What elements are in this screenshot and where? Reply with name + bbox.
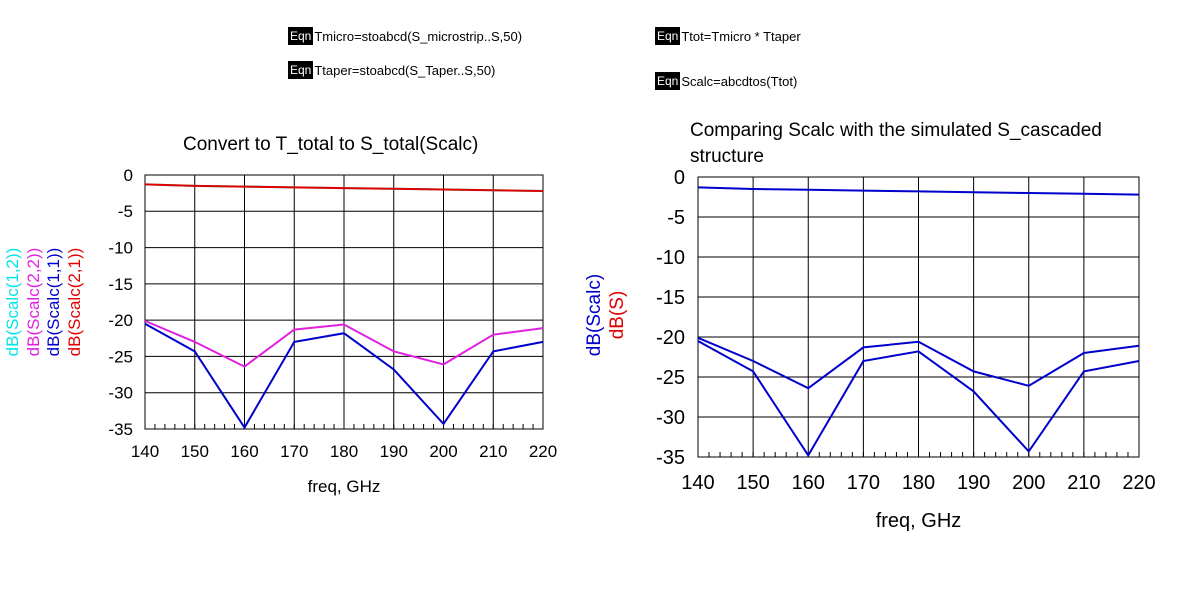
- plot-frame: [144, 174, 544, 430]
- equation-text: Scalc=abcdtos(Ttot): [681, 73, 798, 89]
- x-tick-label: 200: [1012, 472, 1045, 494]
- y-axis-label: dB(Scalc(1,1)): [44, 248, 63, 357]
- y-tick-label: -35: [108, 420, 133, 439]
- x-tick-label: 170: [847, 472, 880, 494]
- x-tick-label: 170: [280, 442, 308, 461]
- x-tick-label: 200: [429, 442, 457, 461]
- y-tick-label: -15: [656, 287, 685, 309]
- y-axis-label: dB(Scalc): [584, 274, 605, 356]
- x-tick-label: 160: [230, 442, 258, 461]
- y-tick-label: -10: [108, 239, 133, 258]
- series-line-1: [697, 340, 1140, 458]
- eqn-tag: Eqn: [288, 61, 314, 79]
- series-line-0: [697, 186, 1140, 196]
- equation-ttot: Eqn Ttot=Tmicro * Ttaper: [655, 27, 801, 45]
- x-tick-label: 180: [902, 472, 935, 494]
- y-tick-label: -15: [108, 275, 133, 294]
- y-tick-label: 0: [124, 166, 133, 185]
- x-tick-label: 210: [1067, 472, 1100, 494]
- y-tick-label: -35: [656, 447, 685, 469]
- equation-text: Tmicro=stoabcd(S_microstrip..S,50): [314, 28, 523, 44]
- x-axis-label: freq, GHz: [308, 477, 381, 496]
- eqn-tag: Eqn: [655, 72, 681, 90]
- chart-title-right: Comparing Scalc with the simulated S_cas…: [690, 120, 1102, 167]
- x-tick-label: 190: [380, 442, 408, 461]
- y-tick-label: -20: [656, 327, 685, 349]
- x-tick-label: 180: [330, 442, 358, 461]
- y-axis-label: dB(Scalc(1,2)): [3, 248, 22, 357]
- chart-title-left: Convert to T_total to S_total(Scalc): [183, 134, 479, 155]
- y-tick-label: -25: [656, 367, 685, 389]
- y-tick-label: -30: [108, 384, 133, 403]
- plot-frame: [697, 176, 1140, 458]
- series-line-2: [144, 322, 544, 430]
- x-tick-label: 140: [681, 472, 714, 494]
- y-tick-label: -5: [118, 202, 133, 221]
- equation-text: Ttaper=stoabcd(S_Taper..S,50): [314, 62, 496, 78]
- x-tick-label: 210: [479, 442, 507, 461]
- x-tick-label: 220: [529, 442, 557, 461]
- y-axis-label: dB(Scalc(2,2)): [24, 248, 43, 357]
- equation-text: Ttot=Tmicro * Ttaper: [681, 28, 801, 44]
- x-tick-label: 150: [736, 472, 769, 494]
- eqn-tag: Eqn: [288, 27, 314, 45]
- equation-scalc: Eqn Scalc=abcdtos(Ttot): [655, 72, 797, 90]
- y-tick-label: -30: [656, 407, 685, 429]
- equation-ttaper: Eqn Ttaper=stoabcd(S_Taper..S,50): [288, 61, 495, 79]
- y-tick-label: 0: [674, 167, 685, 189]
- y-tick-label: -10: [656, 247, 685, 269]
- series-line-2: [697, 336, 1140, 390]
- y-tick-label: -20: [108, 311, 133, 330]
- y-tick-label: -25: [108, 347, 133, 366]
- y-axis-label: dB(S): [607, 291, 628, 340]
- x-axis-label: freq, GHz: [876, 510, 962, 532]
- y-axis-label: dB(Scalc(2,1)): [65, 248, 84, 357]
- x-tick-label: 220: [1122, 472, 1155, 494]
- x-tick-label: 160: [792, 472, 825, 494]
- x-tick-label: 150: [181, 442, 209, 461]
- x-tick-label: 190: [957, 472, 990, 494]
- y-tick-label: -5: [667, 207, 685, 229]
- equation-tmicro: Eqn Tmicro=stoabcd(S_microstrip..S,50): [288, 27, 522, 45]
- series-line-1: [144, 183, 544, 192]
- eqn-tag: Eqn: [655, 27, 681, 45]
- x-tick-label: 140: [131, 442, 159, 461]
- series-line-3: [144, 319, 544, 368]
